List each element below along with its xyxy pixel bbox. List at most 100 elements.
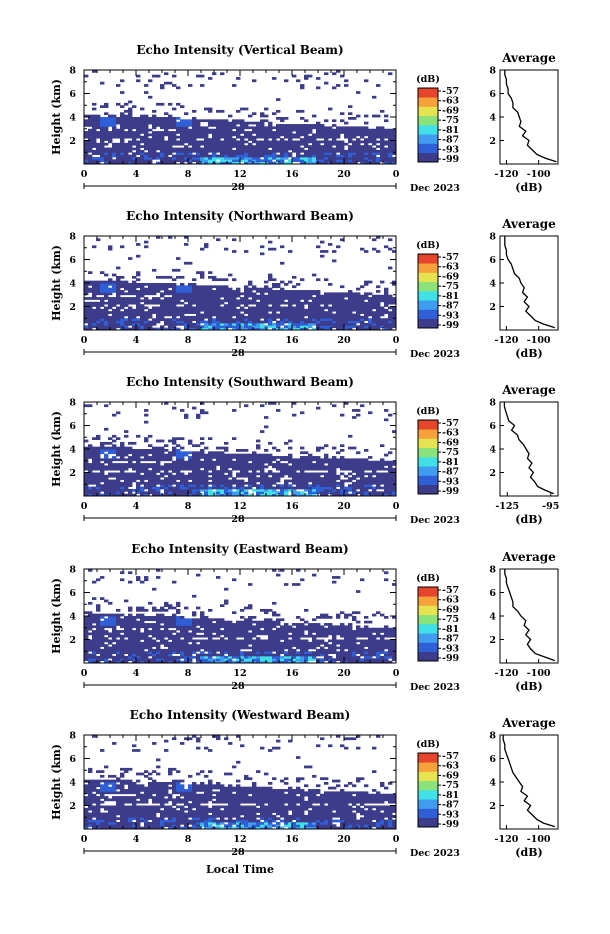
heatmap-cell	[220, 311, 224, 314]
heatmap-cell	[380, 487, 384, 490]
heatmap-cell	[84, 454, 88, 457]
heatmap-cell	[276, 129, 280, 132]
heatmap-cell	[272, 456, 276, 459]
heatmap-cell	[96, 463, 100, 466]
heatmap-cell	[296, 325, 300, 328]
heatmap-cell	[160, 318, 164, 321]
heatmap-cell	[252, 122, 256, 125]
heatmap-cell	[376, 159, 380, 162]
heatmap-cell	[336, 318, 340, 321]
heatmap-cell	[132, 124, 136, 127]
heatmap-cell	[196, 299, 200, 302]
heatmap-cell	[204, 475, 208, 478]
heatmap-cell	[276, 290, 280, 293]
heatmap-cell	[380, 307, 384, 310]
heatmap-cell	[352, 416, 356, 419]
heatmap-cell	[236, 482, 240, 485]
heatmap-cell	[312, 115, 316, 118]
heatmap-cell	[256, 463, 260, 466]
heatmap-cell	[324, 468, 328, 471]
heatmap-cell	[356, 307, 360, 310]
heatmap-cell	[284, 155, 288, 158]
heatmap-cell	[176, 456, 180, 459]
heatmap-cell	[168, 150, 172, 153]
heatmap-cell	[184, 150, 188, 153]
heatmap-cell	[124, 658, 128, 661]
heatmap-cell	[272, 112, 276, 115]
heatmap-cell	[320, 311, 324, 314]
heatmap-cell	[152, 323, 156, 326]
heatmap-cell	[284, 117, 288, 120]
heatmap-cell	[388, 129, 392, 132]
heatmap-cell	[300, 304, 304, 307]
heatmap-cell	[340, 295, 344, 298]
heatmap-cell	[84, 124, 88, 127]
average-frame	[500, 70, 558, 164]
heatmap-cell	[248, 157, 252, 160]
heatmap-cell	[100, 302, 104, 305]
heatmap-cell	[268, 141, 272, 144]
heatmap-cell	[292, 473, 296, 476]
heatmap-cell	[108, 449, 112, 452]
heatmap-cell	[168, 133, 172, 136]
heatmap-cell	[204, 480, 208, 483]
heatmap-cell	[332, 404, 336, 407]
heatmap-cell	[144, 136, 148, 139]
heatmap-cell	[140, 108, 144, 111]
heatmap-cell	[152, 141, 156, 144]
heatmap-cell	[108, 155, 112, 158]
heatmap-cell	[112, 444, 116, 447]
heatmap-cell	[256, 302, 260, 305]
heatmap-cell	[196, 271, 200, 274]
heatmap-cell	[176, 444, 180, 447]
heatmap-cell	[364, 489, 368, 492]
heatmap-cell	[260, 430, 264, 433]
heatmap-cell	[136, 621, 140, 624]
heatmap-cell	[300, 318, 304, 321]
heatmap-cell	[108, 297, 112, 300]
heatmap-cell	[388, 451, 392, 454]
heatmap-cell	[124, 473, 128, 476]
heatmap-cell	[164, 482, 168, 485]
heatmap-cell	[232, 314, 236, 317]
heatmap-cell	[92, 321, 96, 324]
heatmap-cell	[328, 477, 332, 480]
heatmap-field	[84, 70, 396, 164]
heatmap-cell	[152, 157, 156, 160]
heatmap-cell	[192, 316, 196, 319]
heatmap-cell	[100, 311, 104, 314]
heatmap-cell	[112, 283, 116, 286]
heatmap-cell	[280, 126, 284, 129]
heatmap-cell	[340, 141, 344, 144]
heatmap-cell	[104, 449, 108, 452]
heatmap-cell	[116, 311, 120, 314]
heatmap-cell	[172, 117, 176, 120]
heatmap-cell	[104, 131, 108, 134]
heatmap-cell	[348, 302, 352, 305]
heatmap-cell	[88, 150, 92, 153]
heatmap-cell	[140, 656, 144, 659]
heatmap-cell	[172, 307, 176, 310]
heatmap-cell	[248, 454, 252, 457]
heatmap-cell	[244, 473, 248, 476]
heatmap-cell	[120, 454, 124, 457]
heatmap-cell	[224, 133, 228, 136]
heatmap-cell	[216, 299, 220, 302]
heatmap-cell	[116, 285, 120, 288]
heatmap-cell	[128, 112, 132, 115]
heatmap-cell	[164, 449, 168, 452]
heatmap-cell	[228, 458, 232, 461]
heatmap-cell	[288, 129, 292, 132]
heatmap-cell	[252, 482, 256, 485]
heatmap-cell	[284, 316, 288, 319]
heatmap-cell	[112, 656, 116, 659]
heatmap-cell	[160, 468, 164, 471]
heatmap-cell	[136, 482, 140, 485]
heatmap-cell	[300, 323, 304, 326]
heatmap-cell	[96, 628, 100, 631]
heatmap-cell	[220, 487, 224, 490]
heatmap-cell	[144, 283, 148, 286]
heatmap-cell	[260, 325, 264, 328]
heatmap-cell	[196, 461, 200, 464]
heatmap-cell	[244, 449, 248, 452]
